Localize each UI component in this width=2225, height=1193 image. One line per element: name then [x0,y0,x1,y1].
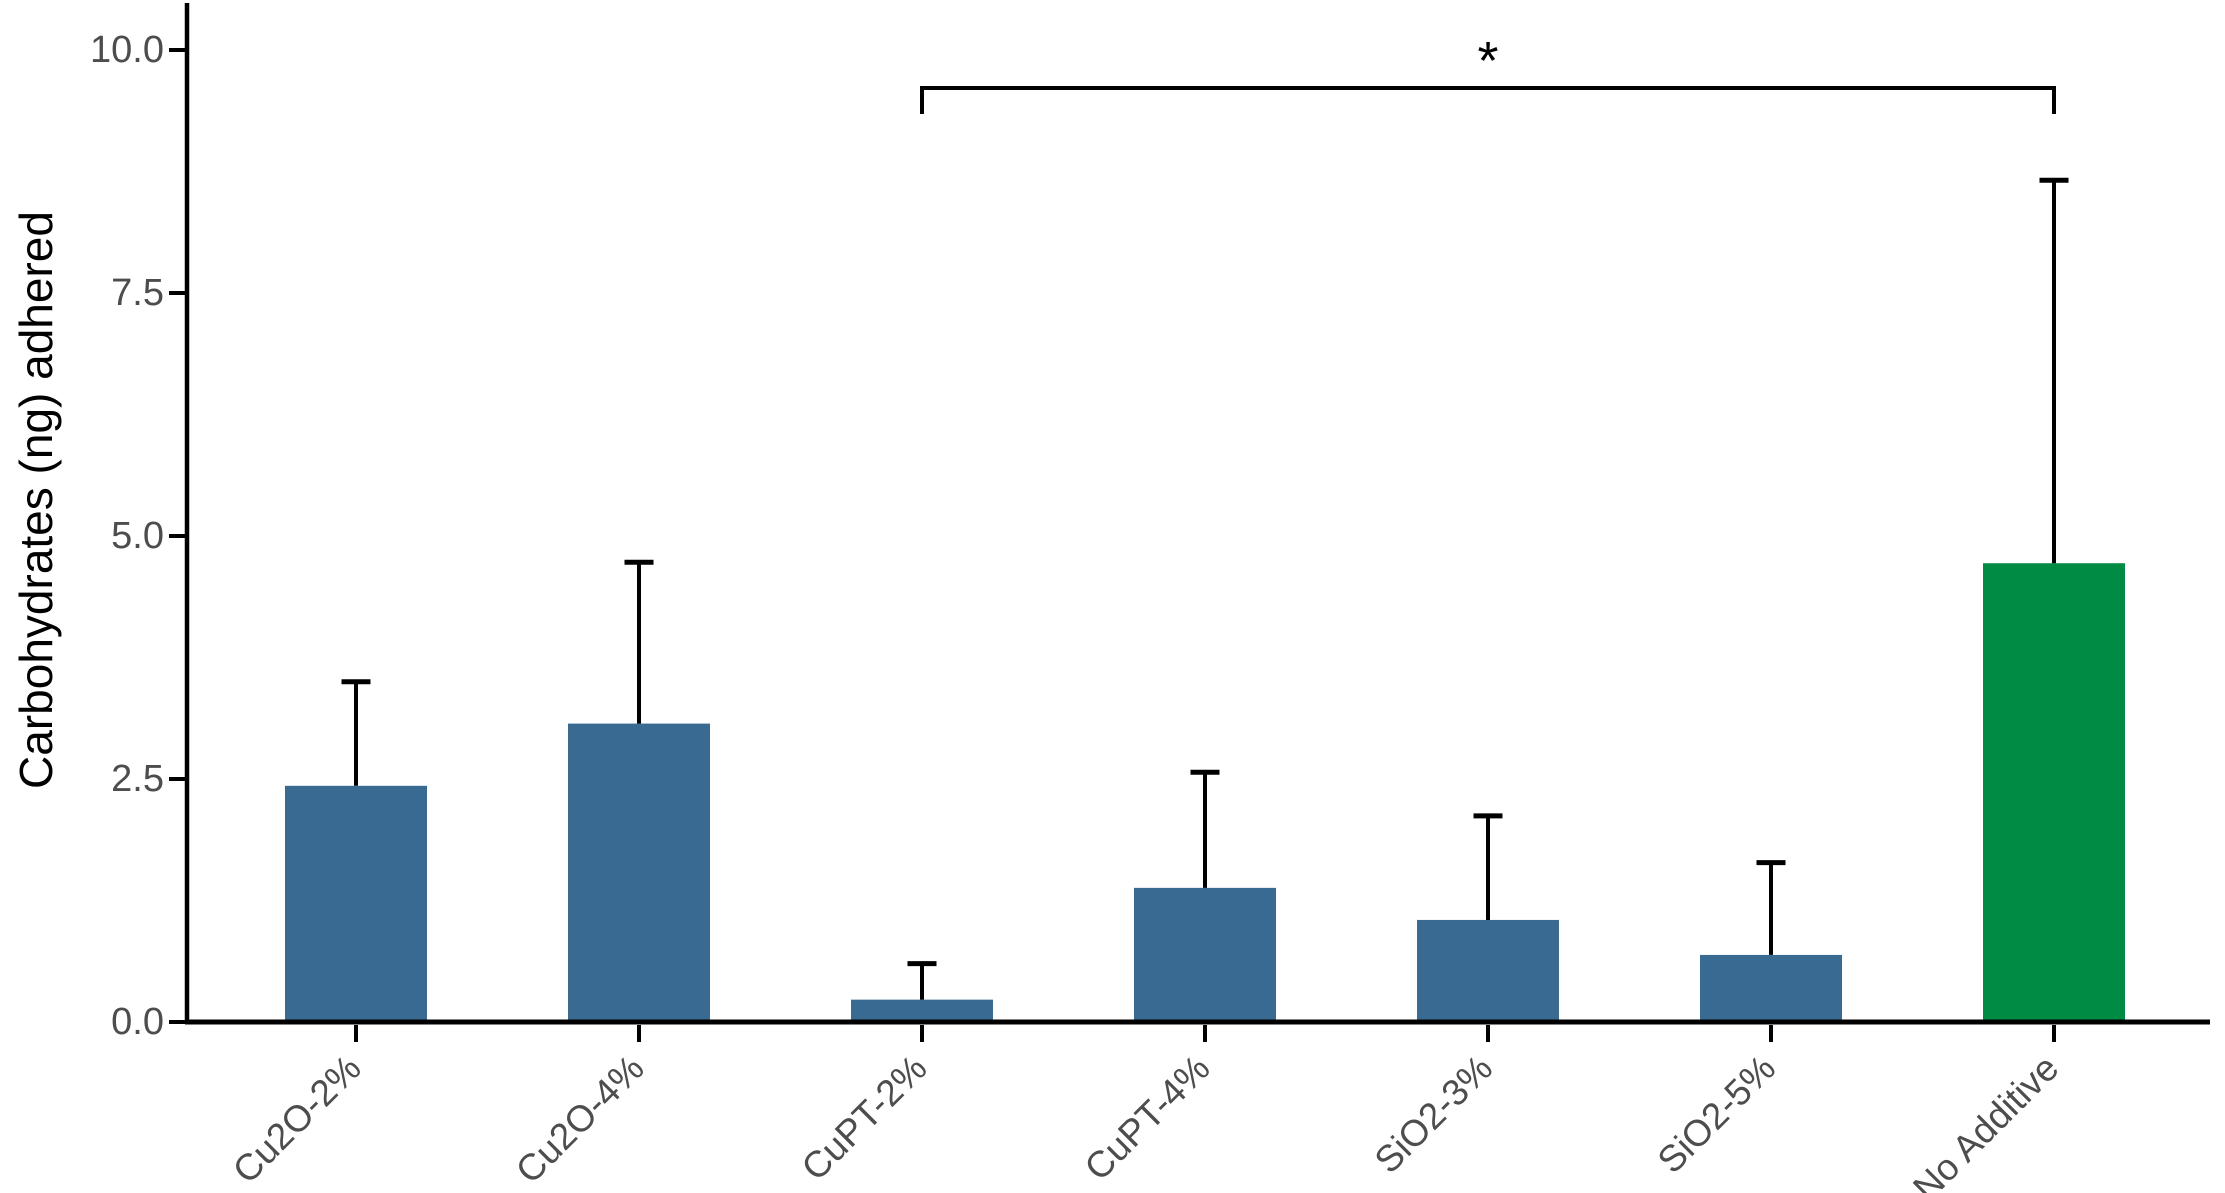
significance-bracket [920,86,2056,114]
y-tick-label-5.0: 5.0 [111,515,164,557]
y-tick-label-2.5: 2.5 [111,758,164,800]
y-tick-label-7.5: 7.5 [111,272,164,314]
bar-sio2-5 [1700,954,1842,1022]
y-tick-label-0.0: 0.0 [111,1001,164,1043]
bar-cupt-4 [1134,887,1276,1022]
bar-no-additive [1983,563,2125,1022]
y-tick-label-10.0: 10.0 [90,29,164,71]
bar-cu2o-2 [285,785,427,1022]
significance-asterisk: * [1477,31,1499,91]
bar-cupt-2 [851,999,993,1022]
bar-cu2o-4 [568,723,710,1022]
bar-sio2-3 [1417,919,1559,1022]
